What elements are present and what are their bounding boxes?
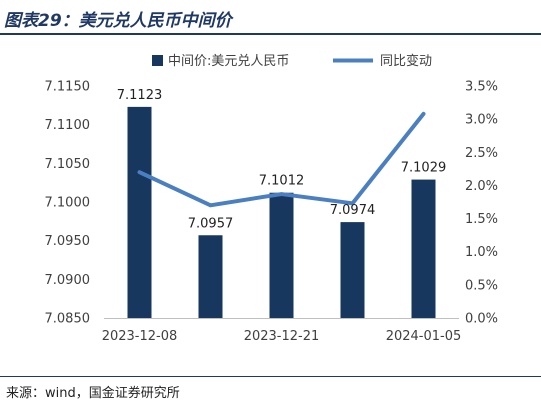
legend-line-label: 同比变动 (380, 53, 432, 69)
y-right-tick-label: 3.5% (465, 80, 498, 95)
bar-data-label: 7.0957 (188, 216, 234, 231)
legend-bar-label: 中间价:美元兑人民币 (168, 54, 289, 69)
y-left-tick-label: 7.1000 (45, 196, 91, 211)
y-left-tick-label: 7.0900 (45, 273, 91, 288)
bar (411, 179, 436, 318)
y-right-tick-label: 1.0% (465, 245, 498, 260)
bar (198, 235, 223, 318)
x-tick-label: 2023-12-21 (244, 329, 320, 344)
y-left-tick-label: 7.0850 (45, 312, 91, 327)
bar (269, 192, 294, 318)
y-left-tick-label: 7.0950 (45, 234, 91, 249)
bar-data-label: 7.1029 (401, 161, 447, 176)
bar-data-label: 7.0974 (330, 203, 376, 218)
x-tick-label: 2024-01-05 (386, 329, 462, 344)
y-right-tick-label: 2.0% (465, 179, 498, 194)
bar-data-label: 7.1012 (259, 174, 305, 189)
bar (340, 222, 365, 318)
y-left-tick-label: 7.1150 (45, 80, 91, 95)
source-note: 来源：wind，国金证券研究所 (6, 386, 180, 401)
source-divider (0, 376, 541, 377)
y-right-tick-label: 2.5% (465, 146, 498, 161)
bar-data-label: 7.1123 (117, 88, 163, 103)
y-right-tick-label: 3.0% (465, 113, 498, 128)
bar (127, 106, 152, 318)
x-tick-label: 2023-12-08 (102, 329, 178, 344)
combo-chart: 7.0850 7.0900 7.0950 7.1000 7.1050 7.1100 7.11… (45, 53, 499, 344)
y-right-tick-label: 1.5% (465, 212, 498, 227)
chart-title: 图表29：美元兑人民币中间价 (4, 11, 232, 31)
title-bar: 图表29：美元兑人民币中间价 (0, 0, 541, 35)
y-left-tick-label: 7.1050 (45, 157, 91, 172)
legend-bar-swatch (152, 55, 163, 66)
title-divider (0, 33, 541, 35)
y-right-tick-label: 0.0% (465, 312, 498, 327)
y-left-tick-label: 7.1100 (45, 118, 91, 133)
line-series (137, 111, 426, 208)
y-right-tick-label: 0.5% (465, 278, 498, 293)
